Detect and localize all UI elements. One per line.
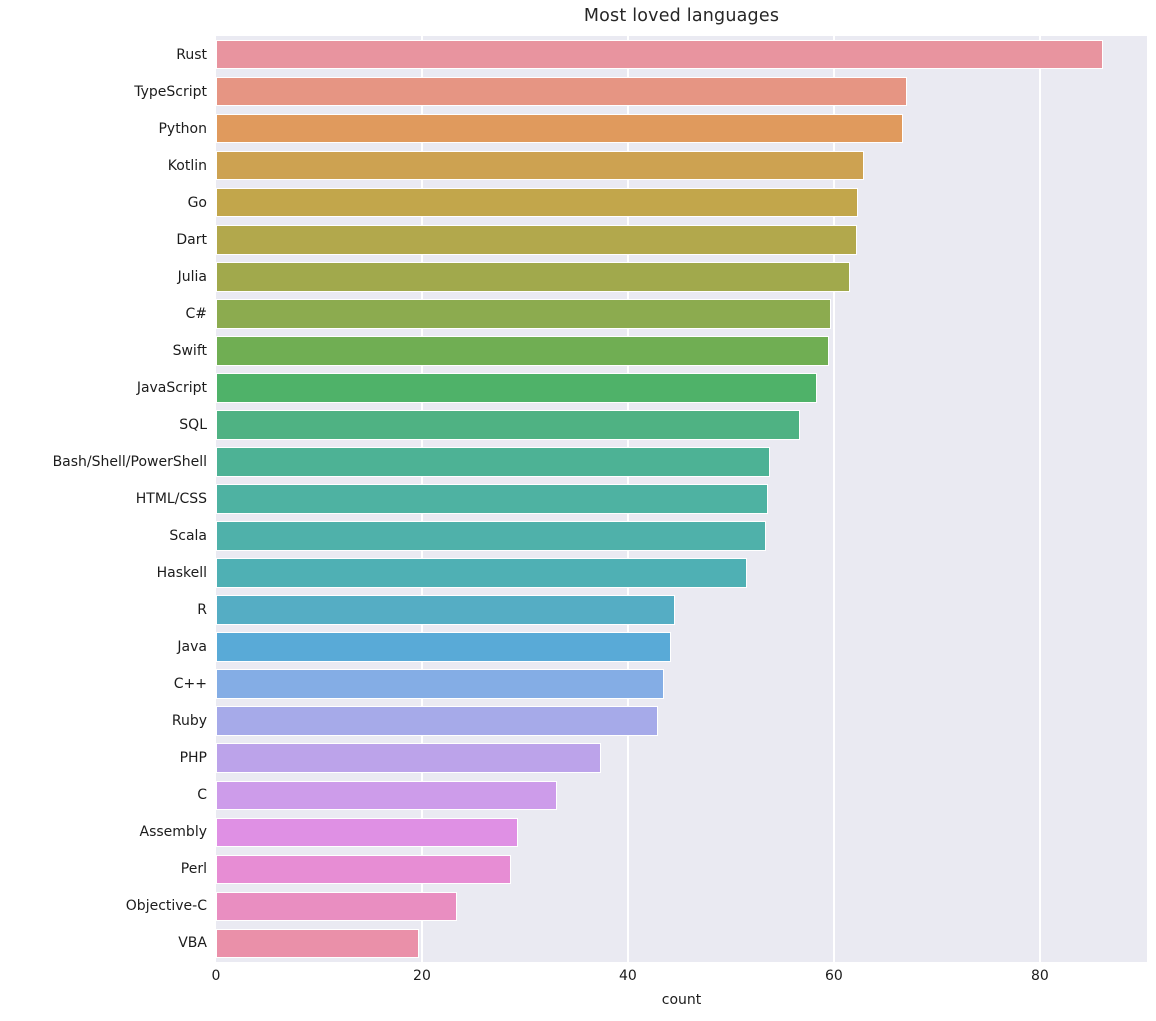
bar-c	[216, 780, 557, 811]
y-tick-label-vba: VBA	[178, 935, 207, 952]
bar-rust	[216, 39, 1103, 70]
y-tick-label-java: Java	[177, 639, 207, 656]
y-axis-tick-labels: Rust TypeScript Python Kotlin Go Dart Julia C# S…	[0, 36, 207, 962]
y-tick-label-c-: C#	[185, 305, 207, 322]
bar-r	[216, 595, 676, 625]
bar-typescript	[216, 76, 908, 107]
x-tick-label-60: 60	[824, 968, 843, 984]
y-tick-label-haskell: Haskell	[156, 565, 207, 582]
x-tick-label-0: 0	[211, 968, 221, 984]
bar-dart	[216, 224, 857, 255]
bar-perl	[216, 854, 511, 885]
bar-java	[216, 632, 672, 662]
y-tick-label-rust: Rust	[176, 46, 207, 63]
bar-php	[216, 743, 602, 774]
x-axis-tick-labels: 0 20 40 60 80	[212, 966, 1147, 986]
y-tick-label-bash-shell-powershell: Bash/Shell/PowerShell	[52, 453, 207, 470]
bar-javascript	[216, 373, 818, 403]
y-tick-label-python: Python	[158, 120, 207, 137]
y-tick-label-swift: Swift	[172, 342, 207, 359]
bar-swift	[216, 336, 829, 366]
y-tick-label-r: R	[197, 602, 207, 619]
bar-julia	[216, 261, 851, 292]
x-tick-label-40: 40	[619, 968, 637, 984]
y-tick-label-dart: Dart	[176, 231, 207, 248]
bar-go	[216, 187, 858, 218]
bar-haskell	[216, 558, 748, 588]
y-tick-label-kotlin: Kotlin	[167, 157, 207, 174]
x-axis-label: count	[661, 992, 702, 1008]
y-tick-label-html-css: HTML/CSS	[135, 491, 207, 507]
bar-ruby	[216, 706, 658, 737]
bar-assembly	[216, 817, 518, 848]
x-tick-label-80: 80	[1030, 968, 1049, 984]
bar-scala	[216, 521, 766, 551]
bar-sql	[216, 410, 800, 440]
bar-c-	[216, 669, 664, 699]
y-tick-label-typescript: TypeScript	[134, 83, 207, 100]
y-tick-label-sql: SQL	[179, 416, 207, 433]
y-tick-label-ruby: Ruby	[171, 713, 207, 730]
bar-html-css	[216, 484, 768, 514]
y-tick-label-c-: C++	[173, 676, 207, 693]
y-tick-label-julia: Julia	[177, 268, 207, 285]
chart-title: Most loved languages	[583, 6, 780, 26]
gridline-x-80	[1038, 36, 1041, 962]
bar-kotlin	[216, 150, 864, 181]
bar-objective-c	[216, 891, 457, 922]
plot-panel	[216, 36, 1147, 962]
y-tick-label-objective-c: Objective-C	[125, 898, 207, 915]
y-tick-label-go: Go	[187, 194, 207, 211]
y-tick-label-scala: Scala	[169, 528, 207, 545]
y-tick-label-javascript: JavaScript	[136, 379, 207, 396]
gridline-x-60	[832, 36, 835, 962]
x-tick-label-20: 20	[413, 968, 431, 984]
y-tick-label-php: PHP	[179, 750, 207, 767]
bar-c-	[216, 298, 831, 329]
bar-vba	[216, 928, 419, 959]
y-tick-label-perl: Perl	[180, 861, 207, 878]
bar-bash-shell-powershell	[216, 447, 771, 477]
y-tick-label-assembly: Assembly	[139, 824, 207, 841]
y-tick-label-c: C	[197, 787, 207, 804]
bar-python	[216, 113, 903, 144]
